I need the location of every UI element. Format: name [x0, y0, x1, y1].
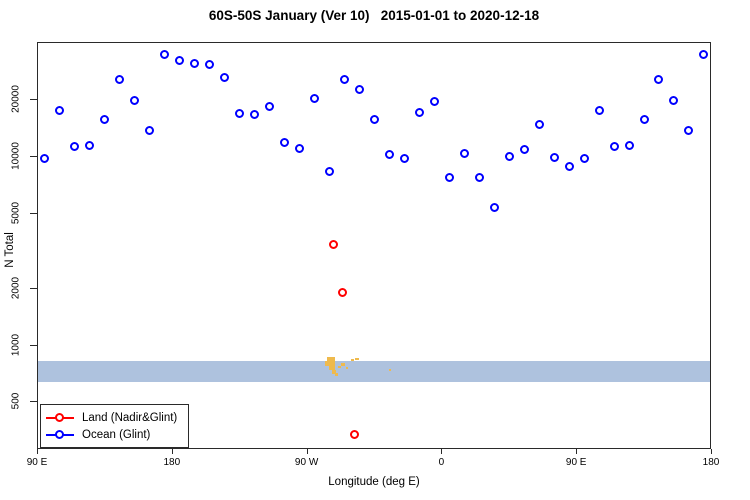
data-point-ocean — [594, 105, 604, 115]
plot-area — [37, 42, 711, 449]
data-point-ocean — [55, 105, 65, 115]
chart-title: 60S-50S January (Ver 10) 2015-01-01 to 2… — [208, 8, 540, 23]
data-point-ocean — [220, 72, 230, 82]
data-point-ocean — [130, 95, 140, 105]
data-point-ocean — [654, 75, 664, 85]
data-point-ocean — [309, 93, 319, 103]
data-point-ocean — [504, 151, 514, 161]
data-point-ocean — [265, 102, 275, 112]
y-axis-tick — [30, 287, 37, 289]
y-axis-tick — [30, 344, 37, 346]
y-axis-tick — [30, 401, 37, 403]
y-axis-tick-label: 5000 — [10, 201, 22, 224]
land-map-fragment — [335, 373, 338, 376]
x-axis-tick-label: 90 W — [294, 457, 319, 468]
y-axis-tick-label: 2000 — [10, 276, 22, 299]
ocean-marker-icon — [46, 429, 74, 441]
land-map-fragment — [332, 370, 336, 374]
data-point-ocean — [489, 202, 499, 212]
land-map-fragment — [351, 359, 354, 361]
data-point-ocean — [280, 138, 290, 148]
data-point-ocean — [549, 152, 559, 162]
data-point-ocean — [684, 125, 694, 135]
x-axis-tick — [171, 449, 173, 454]
reference-band — [38, 360, 710, 383]
land-marker-icon — [46, 412, 74, 424]
x-axis-tick — [711, 449, 712, 454]
data-point-ocean — [444, 173, 454, 183]
legend-item-ocean: Ocean (Glint) — [46, 428, 188, 442]
data-point-ocean — [429, 96, 439, 106]
x-axis-title: Longitude (deg E) — [328, 476, 420, 488]
y-axis-tick — [30, 155, 37, 157]
y-axis-tick — [30, 212, 37, 214]
data-point-ocean — [474, 172, 484, 182]
x-axis-tick-label: 180 — [163, 457, 181, 468]
land-map-fragment — [341, 363, 345, 366]
y-axis-title: N Total — [4, 232, 16, 268]
data-point-ocean — [205, 59, 215, 69]
x-axis-tick — [37, 449, 38, 454]
land-map-fragment — [338, 366, 341, 368]
data-point-ocean — [639, 114, 649, 124]
data-point-ocean — [519, 144, 529, 154]
x-axis-tick-label: 90 E — [26, 457, 48, 468]
data-point-ocean — [354, 85, 364, 95]
y-axis-tick-label: 500 — [10, 393, 22, 410]
data-point-ocean — [160, 50, 170, 60]
data-point-ocean — [534, 120, 544, 129]
land-map-fragment — [327, 357, 335, 361]
y-axis-tick — [30, 98, 37, 100]
x-axis-tick-label: 180 — [702, 457, 720, 468]
y-axis-tick-label: 1000 — [10, 333, 22, 356]
data-point-ocean — [145, 125, 155, 135]
data-point-ocean — [190, 58, 200, 68]
data-point-ocean — [414, 108, 424, 118]
data-point-ocean — [369, 114, 379, 124]
x-axis-tick-label: 90 E — [565, 457, 587, 468]
x-axis-tick — [576, 449, 578, 454]
x-axis-tick-label: 0 — [438, 457, 445, 468]
data-point-ocean — [115, 75, 125, 85]
data-point-ocean — [40, 154, 50, 164]
x-axis-tick — [441, 449, 443, 454]
data-point-ocean — [399, 154, 409, 164]
land-map-fragment — [355, 358, 359, 360]
data-point-ocean — [699, 50, 709, 60]
land-map-fragment — [389, 369, 391, 371]
data-point-ocean — [459, 149, 469, 159]
data-point-ocean — [669, 95, 679, 105]
x-axis-tick — [306, 449, 308, 454]
data-point-ocean — [339, 74, 349, 84]
data-point-ocean — [624, 140, 634, 150]
y-axis-tick-label: 20000 — [10, 84, 22, 113]
land-map-fragment — [329, 365, 335, 370]
data-point-land — [329, 240, 339, 250]
data-point-ocean — [324, 166, 334, 176]
data-point-ocean — [70, 141, 80, 151]
data-point-ocean — [235, 109, 245, 119]
data-point-ocean — [295, 143, 304, 153]
data-point-ocean — [85, 140, 95, 150]
data-point-land — [338, 287, 348, 297]
data-point-ocean — [175, 56, 185, 66]
data-point-ocean — [564, 162, 574, 172]
legend-label-ocean: Ocean (Glint) — [82, 428, 151, 441]
data-point-ocean — [579, 154, 589, 164]
legend: Land (Nadir&Glint) Ocean (Glint) — [40, 404, 189, 448]
land-map-fragment — [346, 367, 348, 369]
legend-label-land: Land (Nadir&Glint) — [82, 411, 178, 424]
y-axis-tick-label: 10000 — [10, 141, 22, 170]
data-point-land — [350, 430, 360, 440]
data-point-ocean — [609, 141, 619, 151]
data-point-ocean — [384, 149, 394, 159]
land-map-fragment — [325, 361, 335, 366]
data-point-ocean — [100, 114, 110, 124]
data-point-ocean — [250, 109, 260, 119]
legend-item-land: Land (Nadir&Glint) — [46, 411, 188, 425]
